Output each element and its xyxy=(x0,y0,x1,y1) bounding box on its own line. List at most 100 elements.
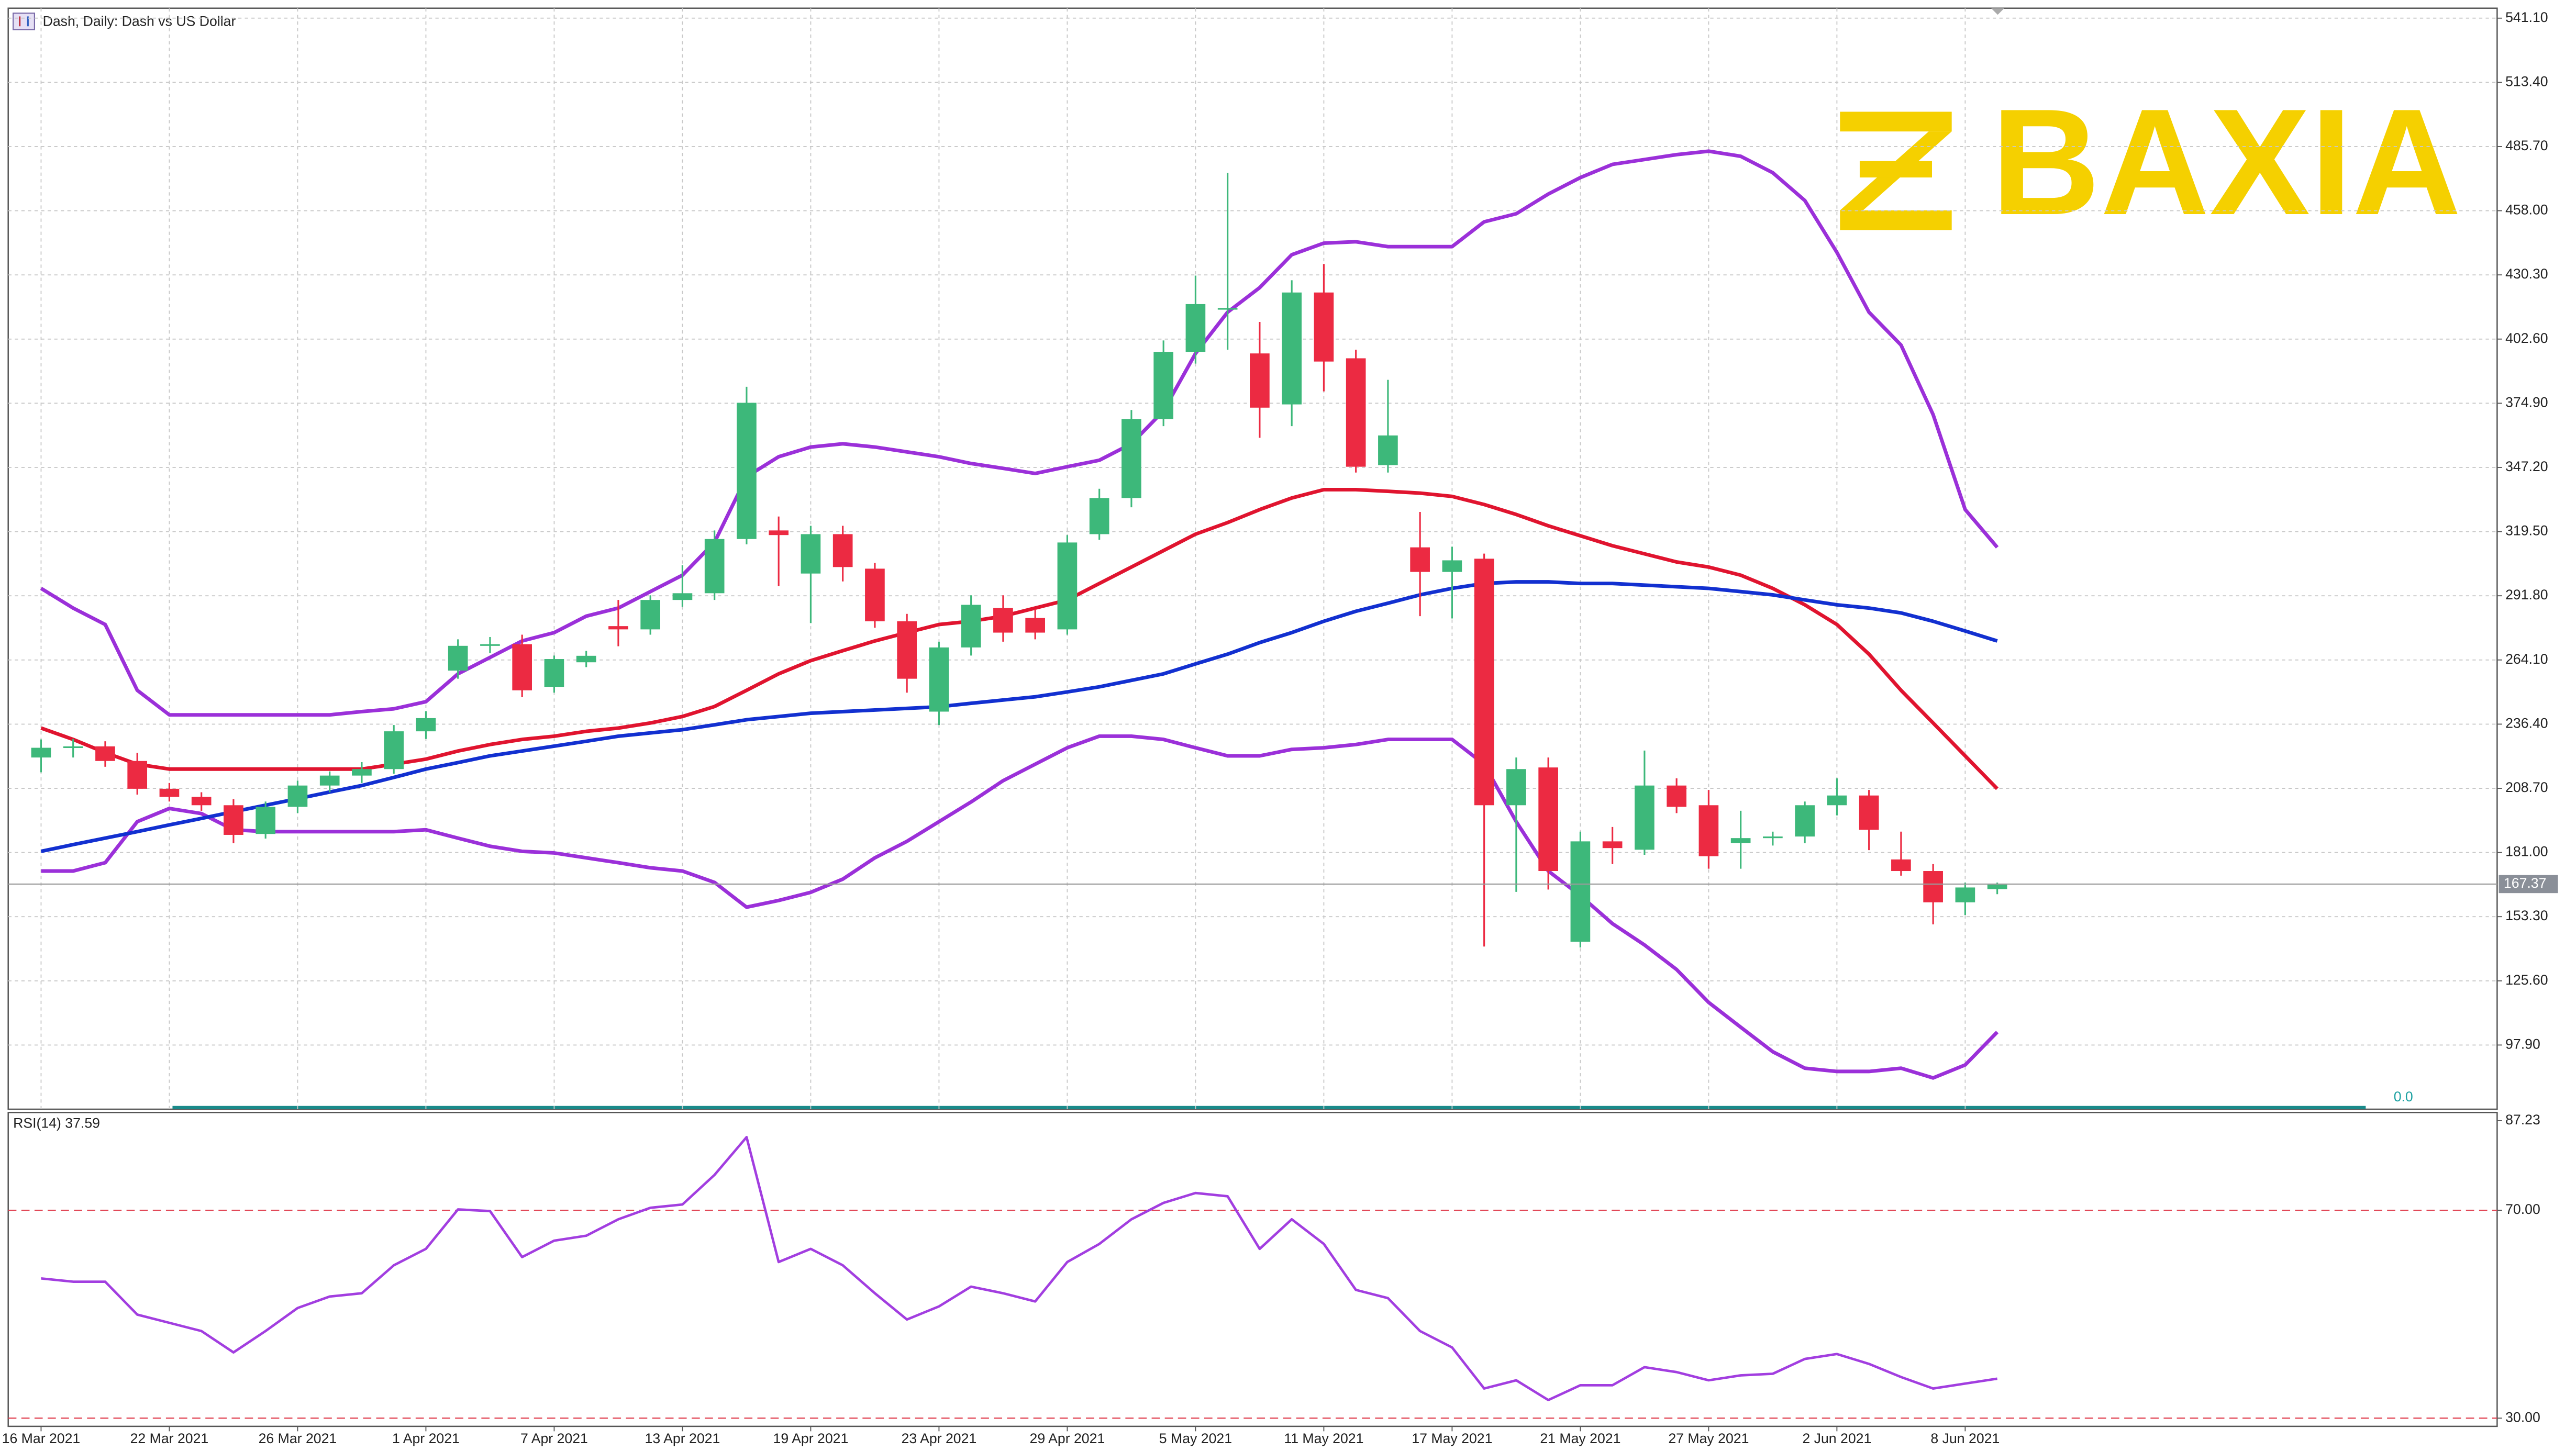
x-tick-label: 23 Apr 2021 xyxy=(902,1431,977,1446)
candle-body xyxy=(1025,618,1045,633)
x-tick-label: 22 Mar 2021 xyxy=(130,1431,209,1446)
candle-body xyxy=(31,747,51,758)
candle-body xyxy=(1602,841,1623,849)
candle-body xyxy=(769,530,789,535)
candle-body xyxy=(448,645,468,671)
y-tick-label: 374.90 xyxy=(2505,394,2548,410)
x-tick-label: 26 Mar 2021 xyxy=(259,1431,337,1446)
y-tick-label: 513.40 xyxy=(2505,73,2548,89)
y-tick-label: 347.20 xyxy=(2505,459,2548,474)
candle-body xyxy=(576,655,596,663)
candle-body xyxy=(95,746,115,761)
line-series xyxy=(40,488,1999,790)
candle-body xyxy=(512,644,532,690)
x-tick-label: 19 Apr 2021 xyxy=(773,1431,849,1446)
candle-body xyxy=(1987,884,2007,889)
y-tick-label: 87.23 xyxy=(2505,1112,2540,1128)
candle-body xyxy=(1474,559,1494,806)
line-series xyxy=(40,580,1998,853)
candle-body xyxy=(319,775,340,786)
candle-body xyxy=(993,608,1013,633)
candle-body xyxy=(1667,785,1686,807)
y-tick-label: 291.80 xyxy=(2505,587,2548,602)
rsi-panel xyxy=(7,1112,2498,1427)
legend-label: RSI(14) 37.59 xyxy=(13,1115,100,1131)
x-tick-label: 8 Jun 2021 xyxy=(1930,1431,2000,1446)
candle-body xyxy=(961,605,981,648)
y-tick-label: 30.00 xyxy=(2505,1409,2540,1425)
candle-body xyxy=(1955,887,1975,902)
candle-body xyxy=(929,647,949,712)
x-tick-label: 7 Apr 2021 xyxy=(520,1431,588,1446)
candle-body xyxy=(544,659,564,687)
x-tick-label: 21 May 2021 xyxy=(1540,1431,1620,1446)
last-price-tag xyxy=(2499,875,2558,894)
y-tick-label: 319.50 xyxy=(2505,523,2548,539)
candle-body xyxy=(1057,542,1078,630)
candle-body xyxy=(159,788,180,797)
y-tick-label: 208.70 xyxy=(2505,779,2548,795)
candle-body xyxy=(480,644,500,646)
candle-body xyxy=(1763,836,1783,839)
candle-body xyxy=(1346,358,1366,467)
candle-body xyxy=(1859,795,1879,830)
line-series xyxy=(41,734,1999,1080)
last-price-label: 167.37 xyxy=(2504,875,2547,891)
candle-body xyxy=(1827,795,1847,806)
y-tick-label: 485.70 xyxy=(2505,138,2548,153)
candle-body xyxy=(1122,419,1141,498)
y-tick-label: 264.10 xyxy=(2505,651,2548,667)
candle-body xyxy=(1923,871,1943,902)
candle-body xyxy=(1730,838,1751,843)
candle-body xyxy=(224,805,243,835)
candle-body xyxy=(897,621,917,679)
candle-body xyxy=(1442,560,1462,572)
candle-body xyxy=(1314,292,1334,362)
y-tick-label: 153.30 xyxy=(2505,908,2548,923)
candle-body xyxy=(1795,805,1815,837)
logo-bar xyxy=(1840,210,1952,230)
y-tick-label: 236.40 xyxy=(2505,715,2548,731)
y-tick-label: 430.30 xyxy=(2505,266,2548,282)
y-tick-label: 402.60 xyxy=(2505,330,2548,346)
x-tick-label: 29 Apr 2021 xyxy=(1030,1431,1105,1446)
candle-body xyxy=(1891,859,1911,872)
y-tick-label: 97.90 xyxy=(2505,1036,2540,1052)
candle-body xyxy=(865,568,885,621)
candle-body xyxy=(1153,352,1173,419)
candle-body xyxy=(352,769,372,776)
candle-body xyxy=(1217,308,1238,310)
line-series xyxy=(41,1136,1997,1402)
candle-body xyxy=(1185,304,1206,352)
x-tick-label: 1 Apr 2021 xyxy=(392,1431,460,1446)
candle-body xyxy=(416,718,436,732)
x-tick-label: 16 Mar 2021 xyxy=(2,1431,81,1446)
candle-body xyxy=(191,797,212,806)
candle-body xyxy=(1506,769,1526,806)
x-tick-label: 27 May 2021 xyxy=(1668,1431,1749,1446)
line-series xyxy=(40,149,1999,717)
x-tick-label: 2 Jun 2021 xyxy=(1802,1431,1871,1446)
y-tick-label: 541.10 xyxy=(2505,9,2548,25)
candle-body xyxy=(1250,353,1270,408)
x-tick-label: 5 May 2021 xyxy=(1159,1431,1232,1446)
logo-bar xyxy=(1840,111,1952,132)
y-tick-label: 70.00 xyxy=(2505,1201,2540,1217)
candle-body xyxy=(1089,498,1109,534)
y-tick-label: 458.00 xyxy=(2505,202,2548,218)
candle-body xyxy=(832,534,853,567)
x-tick-label: 11 May 2021 xyxy=(1284,1431,1363,1446)
candle-body xyxy=(1410,547,1430,572)
candle-body xyxy=(63,746,83,749)
candle-body xyxy=(1378,435,1398,465)
candle-body xyxy=(640,600,661,630)
candle-body xyxy=(1635,785,1655,850)
logo-text: BAXIA xyxy=(1991,78,2461,247)
candle-body xyxy=(384,731,404,769)
candle-body xyxy=(1698,805,1719,856)
window-icon xyxy=(13,13,35,30)
candle-body xyxy=(287,785,308,807)
logo-icon xyxy=(1840,111,1952,230)
